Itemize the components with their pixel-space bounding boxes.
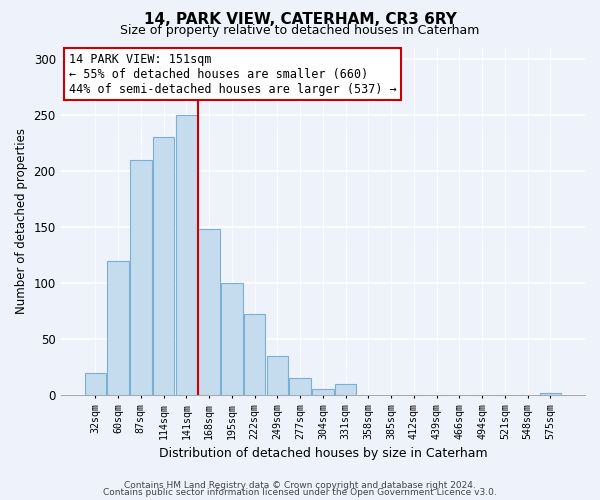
Bar bbox=[85, 372, 106, 395]
Bar bbox=[289, 378, 311, 395]
Text: 14 PARK VIEW: 151sqm
← 55% of detached houses are smaller (660)
44% of semi-deta: 14 PARK VIEW: 151sqm ← 55% of detached h… bbox=[68, 52, 396, 96]
Bar bbox=[539, 393, 561, 395]
Text: Contains public sector information licensed under the Open Government Licence v3: Contains public sector information licen… bbox=[103, 488, 497, 497]
Bar bbox=[130, 160, 152, 395]
X-axis label: Distribution of detached houses by size in Caterham: Distribution of detached houses by size … bbox=[158, 447, 487, 460]
Bar bbox=[198, 229, 220, 395]
Y-axis label: Number of detached properties: Number of detached properties bbox=[15, 128, 28, 314]
Bar bbox=[312, 390, 334, 395]
Bar bbox=[335, 384, 356, 395]
Text: Size of property relative to detached houses in Caterham: Size of property relative to detached ho… bbox=[121, 24, 479, 37]
Text: Contains HM Land Registry data © Crown copyright and database right 2024.: Contains HM Land Registry data © Crown c… bbox=[124, 480, 476, 490]
Bar bbox=[221, 283, 242, 395]
Bar bbox=[153, 137, 175, 395]
Text: 14, PARK VIEW, CATERHAM, CR3 6RY: 14, PARK VIEW, CATERHAM, CR3 6RY bbox=[143, 12, 457, 28]
Bar bbox=[176, 115, 197, 395]
Bar bbox=[107, 260, 129, 395]
Bar bbox=[244, 314, 265, 395]
Bar bbox=[266, 356, 288, 395]
